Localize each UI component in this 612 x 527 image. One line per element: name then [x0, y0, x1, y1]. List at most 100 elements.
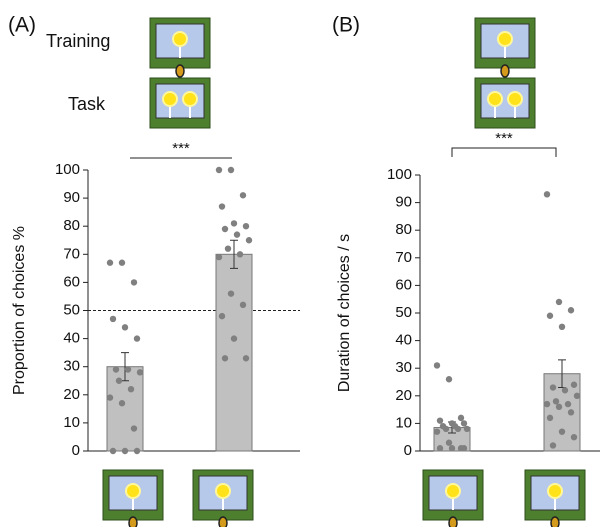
- y-tick-label: 60: [63, 273, 80, 290]
- icon-target: [507, 91, 523, 107]
- data-point: [463, 425, 471, 433]
- y-tick-label: 20: [63, 386, 80, 403]
- data-point: [233, 231, 241, 238]
- icon-target: [497, 31, 513, 47]
- data-point: [227, 290, 235, 297]
- icon-target: [215, 483, 231, 499]
- icon-target: [125, 483, 141, 499]
- icon-target: [445, 483, 461, 499]
- data-point: [236, 251, 244, 258]
- data-point: [121, 447, 129, 455]
- icon: [422, 469, 484, 527]
- data-point: [448, 445, 456, 452]
- icon-bee: [128, 516, 138, 527]
- icon: [149, 77, 211, 129]
- data-point: [561, 387, 569, 394]
- data-point: [433, 428, 441, 435]
- data-point: [121, 324, 129, 331]
- y-tick-label: 90: [63, 189, 80, 206]
- bar: [215, 253, 253, 452]
- data-point: [221, 355, 229, 362]
- data-point: [555, 403, 563, 411]
- y-tick-label: 80: [395, 221, 412, 238]
- data-point: [552, 398, 560, 405]
- data-point: [543, 400, 551, 408]
- error-bar: [230, 239, 238, 269]
- icon-bee: [448, 516, 458, 527]
- data-point: [230, 220, 238, 227]
- data-point: [112, 366, 120, 373]
- icon-target: [487, 91, 503, 107]
- y-tick-label: 70: [395, 249, 412, 266]
- data-point: [133, 335, 141, 342]
- y-tick-label: 90: [395, 194, 412, 211]
- y-axis-label: Proportion of choices %: [11, 226, 28, 395]
- icon-target: [547, 483, 563, 499]
- annotation: Task: [68, 94, 106, 114]
- data-point: [239, 301, 247, 309]
- icon-target: [162, 91, 178, 107]
- data-point: [118, 259, 126, 266]
- error-bar: [121, 352, 129, 382]
- data-point: [245, 237, 253, 244]
- y-tick-label: 10: [63, 414, 80, 431]
- data-point: [133, 447, 141, 455]
- data-point: [224, 245, 232, 252]
- data-point: [118, 400, 126, 407]
- data-point: [558, 428, 566, 435]
- icon-bee: [500, 64, 510, 78]
- data-point: [130, 425, 138, 432]
- data-point: [436, 417, 444, 424]
- data-point: [567, 409, 575, 416]
- y-tick-label: 40: [395, 332, 412, 349]
- panel-label: (A): [8, 14, 36, 37]
- icon: [474, 17, 536, 78]
- data-point: [130, 279, 138, 286]
- data-point: [136, 369, 144, 376]
- icon: [149, 17, 211, 78]
- data-point: [549, 442, 557, 449]
- y-tick-label: 50: [63, 301, 80, 318]
- y-tick-label: 100: [387, 166, 412, 183]
- data-point: [218, 312, 226, 320]
- icon: [192, 469, 254, 527]
- y-tick-label: 80: [63, 217, 80, 234]
- data-point: [433, 362, 441, 369]
- icon-bee: [175, 64, 185, 78]
- data-point: [555, 298, 563, 306]
- data-point: [546, 414, 554, 422]
- significance-label: ***: [495, 130, 513, 147]
- data-point: [115, 377, 123, 384]
- data-point: [109, 447, 117, 455]
- data-point: [454, 425, 462, 433]
- data-point: [460, 420, 468, 427]
- icon-target: [182, 91, 198, 107]
- y-tick-label: 60: [395, 276, 412, 293]
- data-point: [230, 335, 238, 342]
- data-point: [460, 445, 468, 452]
- y-tick-label: 30: [63, 358, 80, 375]
- y-tick-label: 0: [72, 442, 80, 459]
- data-point: [570, 381, 578, 388]
- data-point: [106, 259, 114, 266]
- annotation: Training: [46, 31, 110, 51]
- data-point: [442, 425, 450, 433]
- y-tick-label: 20: [395, 387, 412, 404]
- data-point: [106, 394, 114, 401]
- data-point: [436, 445, 444, 452]
- data-point: [570, 434, 578, 441]
- y-tick-label: 0: [404, 442, 412, 459]
- data-point: [573, 392, 581, 399]
- data-point: [457, 414, 465, 422]
- y-tick-label: 70: [63, 245, 80, 262]
- data-point: [239, 192, 247, 199]
- panel-label: (B): [332, 14, 360, 37]
- data-point: [215, 253, 223, 261]
- y-tick-label: 10: [395, 414, 412, 431]
- data-point: [445, 439, 453, 446]
- icon-bee: [550, 516, 560, 527]
- data-point: [218, 203, 226, 210]
- y-axis-label: Duration of choices / s: [336, 234, 353, 392]
- icon-bee: [218, 516, 228, 527]
